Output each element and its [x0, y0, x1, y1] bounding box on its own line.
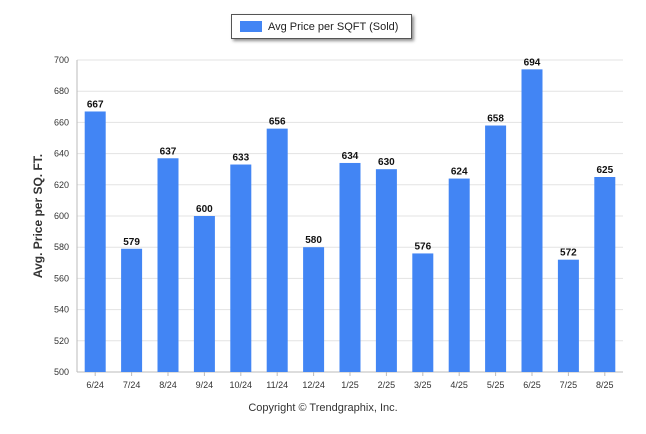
- y-axis-title: Avg. Price per SQ. FT.: [31, 154, 45, 278]
- data-label: 667: [87, 99, 104, 110]
- bar: [193, 216, 215, 372]
- bar: [230, 164, 252, 372]
- bar: [84, 111, 106, 372]
- bar: [557, 259, 579, 372]
- data-label: 572: [560, 248, 577, 259]
- x-tick-label: 3/25: [414, 380, 432, 390]
- x-tick-label: 6/25: [523, 380, 541, 390]
- x-tick-label: 7/24: [123, 380, 141, 390]
- bar: [339, 162, 361, 372]
- bar: [375, 169, 397, 372]
- bar: [412, 253, 434, 372]
- data-label: 637: [160, 146, 177, 157]
- bar: [303, 247, 325, 372]
- x-tick-label: 10/24: [230, 380, 253, 390]
- y-tick-label: 660: [54, 117, 69, 127]
- data-label: 630: [378, 157, 395, 168]
- x-tick-label: 8/25: [596, 380, 614, 390]
- y-tick-label: 500: [54, 367, 69, 377]
- bar: [594, 177, 616, 372]
- data-label: 633: [232, 153, 249, 164]
- data-label: 600: [196, 204, 213, 215]
- bar: [121, 248, 143, 372]
- y-tick-label: 540: [54, 305, 69, 315]
- bar: [157, 158, 179, 372]
- x-tick-label: 9/24: [196, 380, 214, 390]
- data-label: 658: [487, 114, 504, 125]
- data-label: 694: [524, 57, 541, 68]
- x-tick-label: 4/25: [450, 380, 468, 390]
- y-tick-label: 580: [54, 242, 69, 252]
- y-tick-label: 680: [54, 86, 69, 96]
- chart-legend: Avg Price per SQFT (Sold): [231, 14, 412, 39]
- data-label: 624: [451, 167, 468, 178]
- data-label: 579: [123, 237, 140, 248]
- y-tick-label: 600: [54, 211, 69, 221]
- bar: [485, 125, 507, 373]
- legend-swatch: [240, 21, 262, 32]
- y-tick-label: 620: [54, 180, 69, 190]
- x-tick-label: 11/24: [266, 380, 288, 390]
- x-tick-label: 6/24: [86, 380, 104, 390]
- data-label: 576: [414, 241, 431, 252]
- data-label: 625: [596, 165, 613, 176]
- data-label: 580: [305, 235, 322, 246]
- data-label: 634: [342, 151, 359, 162]
- x-tick-label: 2/25: [378, 380, 396, 390]
- bar: [266, 128, 288, 372]
- legend-label: Avg Price per SQFT (Sold): [268, 20, 399, 33]
- copyright-text: Copyright © Trendgraphix, Inc.: [248, 402, 398, 414]
- x-tick-label: 7/25: [560, 380, 578, 390]
- y-tick-label: 520: [54, 336, 69, 346]
- x-tick-label: 1/25: [341, 380, 359, 390]
- x-tick-label: 12/24: [302, 380, 325, 390]
- y-tick-label: 640: [54, 149, 69, 159]
- y-tick-label: 700: [54, 55, 69, 65]
- data-label: 656: [269, 117, 286, 128]
- y-tick-label: 560: [54, 273, 69, 283]
- x-tick-label: 5/25: [487, 380, 505, 390]
- bar: [521, 69, 543, 373]
- x-tick-label: 8/24: [159, 380, 177, 390]
- bar: [448, 178, 470, 372]
